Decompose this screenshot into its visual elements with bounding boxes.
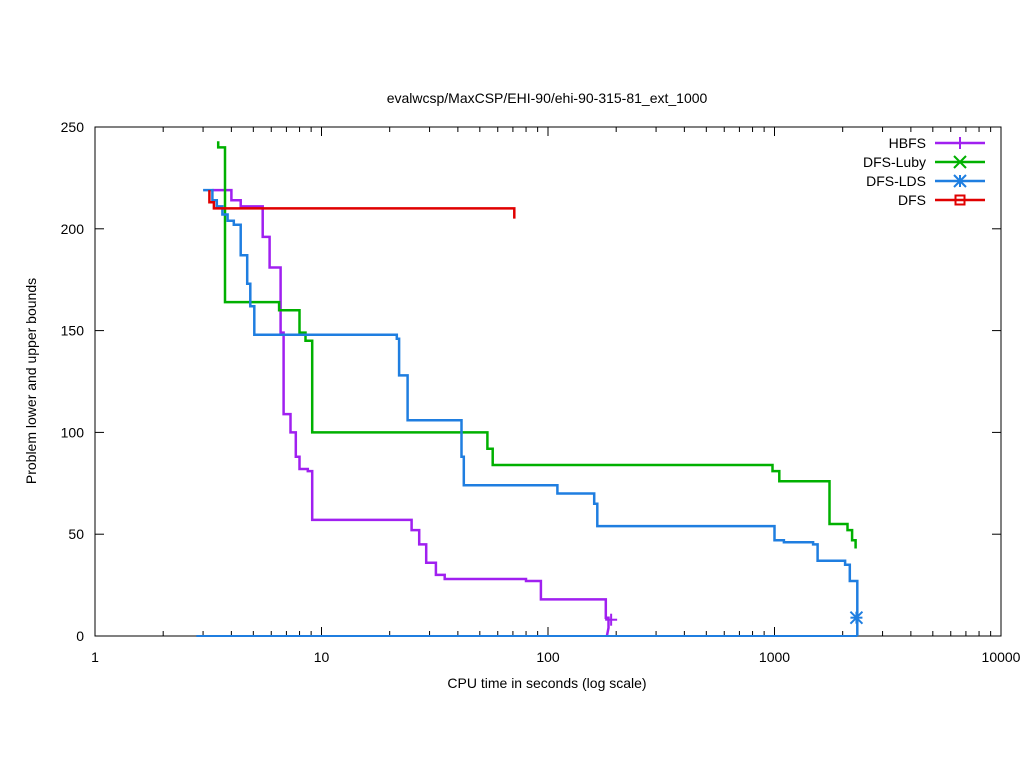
series-dfs-lds-upper-bound — [203, 188, 859, 636]
series-dfs-lds — [196, 188, 864, 637]
x-tick-label: 10 — [314, 649, 330, 665]
series-dfs-lds-end-marker — [849, 610, 864, 625]
y-tick-label: 100 — [61, 424, 85, 440]
x-tick-label: 10000 — [982, 649, 1021, 665]
series-group — [196, 141, 864, 637]
series-dfs — [208, 190, 516, 219]
legend-marker-dfs — [954, 194, 966, 206]
x-tick-label: 1000 — [759, 649, 790, 665]
series-hbfs-upper-bound — [212, 188, 610, 637]
series-dfs-luby — [216, 141, 857, 549]
legend-marker-dfs-luby — [953, 155, 967, 169]
x-tick-label: 1 — [91, 649, 99, 665]
axis-ticks: 1 10 100 1000 10000 0 50 100 150 200 250 — [61, 119, 1021, 665]
x-tick-label: 100 — [536, 649, 560, 665]
legend-marker-dfs-lds — [953, 174, 967, 188]
legend-label-hbfs: HBFS — [889, 135, 926, 151]
y-tick-label: 150 — [61, 323, 85, 339]
legend: HBFS DFS-Luby DFS-LDS DFS — [863, 135, 985, 208]
y-tick-label: 200 — [61, 221, 85, 237]
legend-label-dfs: DFS — [898, 192, 926, 208]
series-dfs-upper-bound — [208, 190, 516, 219]
chart-title: evalwcsp/MaxCSP/EHI-90/ehi-90-315-81_ext… — [387, 90, 708, 106]
legend-marker-hbfs — [954, 137, 966, 149]
y-tick-label: 0 — [76, 628, 84, 644]
series-hbfs-end-marker — [605, 613, 618, 626]
legend-label-dfs-luby: DFS-Luby — [863, 154, 926, 170]
series-dfs-luby-upper-bound — [216, 141, 857, 549]
y-axis-title: Problem lower and upper bounds — [23, 278, 39, 484]
legend-label-dfs-lds: DFS-LDS — [866, 173, 926, 189]
x-axis-title: CPU time in seconds (log scale) — [447, 675, 646, 691]
y-tick-label: 50 — [68, 526, 84, 542]
y-tick-label: 250 — [61, 119, 85, 135]
